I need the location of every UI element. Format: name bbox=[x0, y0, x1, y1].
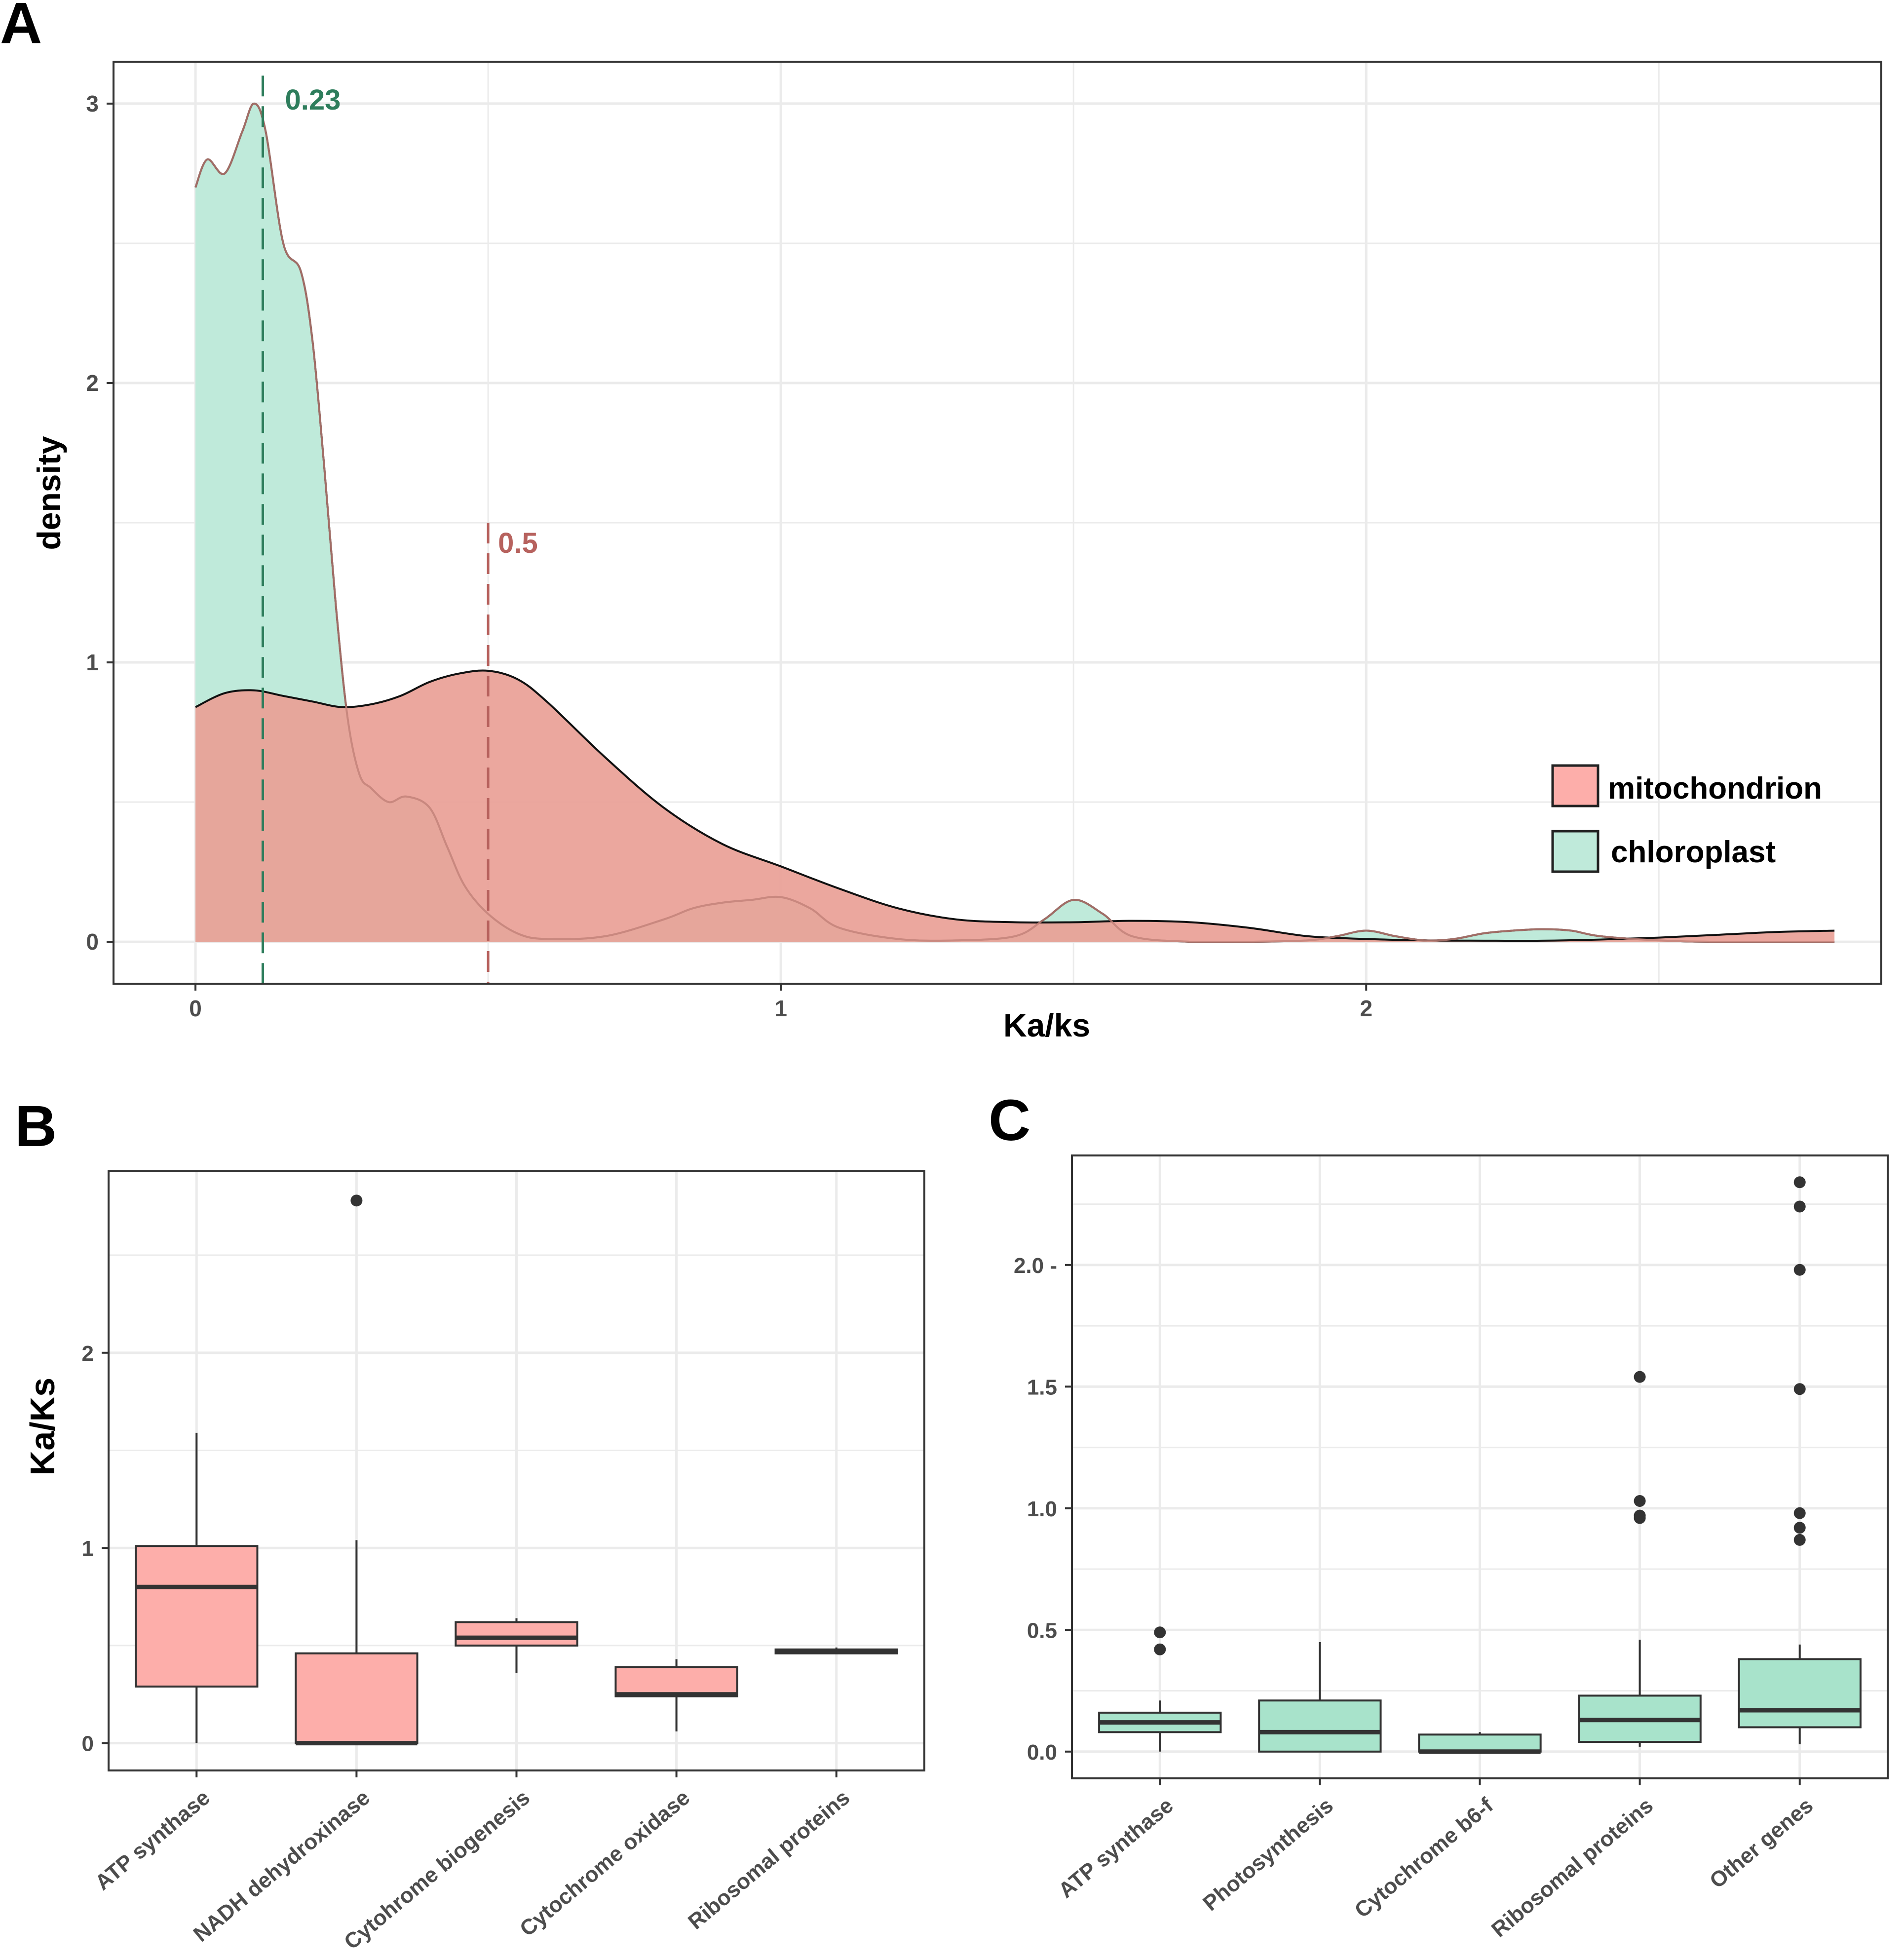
x-axis-title: Ka/ks bbox=[1003, 1007, 1090, 1043]
outlier-point bbox=[1793, 1176, 1806, 1189]
y-tick-label: 0.5 bbox=[1027, 1618, 1057, 1643]
outlier-point bbox=[1793, 1507, 1806, 1519]
x-tick-label: Cytochrome oxidase bbox=[515, 1785, 694, 1941]
x-tick-label: Photosynthesis bbox=[1198, 1793, 1337, 1916]
y-tick-label: 1.5 bbox=[1027, 1375, 1057, 1399]
chloroplast-boxplot-panel: 0.0 0.5 1.0 1.5 2.0 - ATP synthase Photosynthe… bbox=[1014, 1154, 1889, 1942]
density-area-mitochondrion bbox=[195, 670, 1835, 942]
y-tick-label: 1.0 bbox=[1027, 1497, 1057, 1521]
outlier-point bbox=[1793, 1200, 1806, 1213]
y-tick-label: 2 bbox=[82, 1342, 94, 1366]
y-tick-label: 3 bbox=[86, 91, 99, 116]
x-tick-label: 1 bbox=[774, 996, 787, 1021]
legend: mitochondrion chloroplast bbox=[1551, 764, 1822, 873]
density-plot-ticks: 0 1 2 3 0 1 2 bbox=[86, 91, 1372, 1021]
median-label-mitochondrion: 0.5 bbox=[498, 527, 538, 559]
density-line-mitochondrion bbox=[195, 669, 1835, 942]
legend-label-chloroplast: chloroplast bbox=[1611, 835, 1776, 869]
y-tick-label: 2.0 - bbox=[1014, 1254, 1057, 1278]
density-line-chloroplast-overlay bbox=[194, 102, 1835, 944]
y-tick-label: 2 bbox=[86, 370, 99, 396]
outlier-point bbox=[350, 1194, 363, 1207]
box bbox=[295, 1652, 419, 1744]
y-tick-label: 1 bbox=[82, 1537, 94, 1561]
x-tick-label: 2 bbox=[1360, 996, 1372, 1021]
median-label-chloroplast: 0.23 bbox=[285, 84, 341, 116]
boxplot-b-boxes bbox=[135, 1194, 898, 1746]
panel-label-c: C bbox=[989, 1088, 1030, 1153]
boxplot-c-ticks: 0.0 0.5 1.0 1.5 2.0 - ATP synthase Photosynthe… bbox=[1014, 1254, 1818, 1942]
density-plot-border bbox=[113, 61, 1882, 985]
density-plot-panel: 0.23 0.5 0 1 2 3 0 1 2 Ka/ks density mitochondr… bbox=[31, 61, 1882, 1043]
x-tick-label: Ribosomal proteins bbox=[1487, 1793, 1658, 1942]
panel-label-a: A bbox=[0, 0, 42, 56]
y-tick-label: 0.0 bbox=[1027, 1740, 1057, 1765]
boxplot-c-grid bbox=[1072, 1155, 1888, 1778]
y-tick-label: 1 bbox=[86, 650, 99, 675]
legend-key-chloroplast bbox=[1551, 830, 1599, 873]
outlier-point bbox=[1793, 1522, 1806, 1534]
x-tick-label: 0 bbox=[189, 996, 202, 1021]
y-tick-label: 0 bbox=[82, 1732, 94, 1756]
outlier-point bbox=[1793, 1264, 1806, 1276]
x-tick-label: Cytohrome biogenesis bbox=[340, 1785, 534, 1954]
box bbox=[135, 1545, 259, 1688]
x-tick-label: NADH dehydroxinase bbox=[189, 1785, 375, 1947]
x-tick-label: ATP synthase bbox=[90, 1785, 214, 1895]
y-tick-label: 0 bbox=[86, 929, 99, 955]
median-markers: 0.23 0.5 bbox=[261, 76, 538, 984]
box bbox=[614, 1666, 738, 1697]
outlier-point bbox=[1154, 1643, 1166, 1655]
x-tick-label: Cytochrome b6-f bbox=[1350, 1793, 1498, 1922]
legend-key-mitochondrion bbox=[1551, 764, 1599, 807]
x-tick-label: ATP synthase bbox=[1054, 1793, 1178, 1903]
panel-label-b: B bbox=[15, 1094, 57, 1159]
boxplot-b-y-axis-title: Ka/Ks bbox=[23, 1378, 62, 1475]
box bbox=[455, 1621, 578, 1647]
outlier-point bbox=[1634, 1371, 1646, 1383]
outlier-point bbox=[1634, 1495, 1646, 1507]
outlier-point bbox=[1154, 1626, 1166, 1639]
x-tick-label: Ribosomal proteins bbox=[684, 1785, 854, 1934]
x-tick-label: Other genes bbox=[1705, 1793, 1818, 1893]
legend-label-mitochondrion: mitochondrion bbox=[1608, 771, 1822, 806]
y-axis-title: density bbox=[31, 436, 67, 550]
outlier-point bbox=[1793, 1383, 1806, 1395]
boxplot-c-boxes bbox=[1098, 1176, 1862, 1754]
box bbox=[1738, 1658, 1862, 1729]
box bbox=[1258, 1699, 1382, 1753]
outlier-point bbox=[1634, 1509, 1646, 1522]
outlier-point bbox=[1793, 1534, 1806, 1546]
box bbox=[1418, 1733, 1542, 1753]
density-areas bbox=[194, 102, 1835, 944]
